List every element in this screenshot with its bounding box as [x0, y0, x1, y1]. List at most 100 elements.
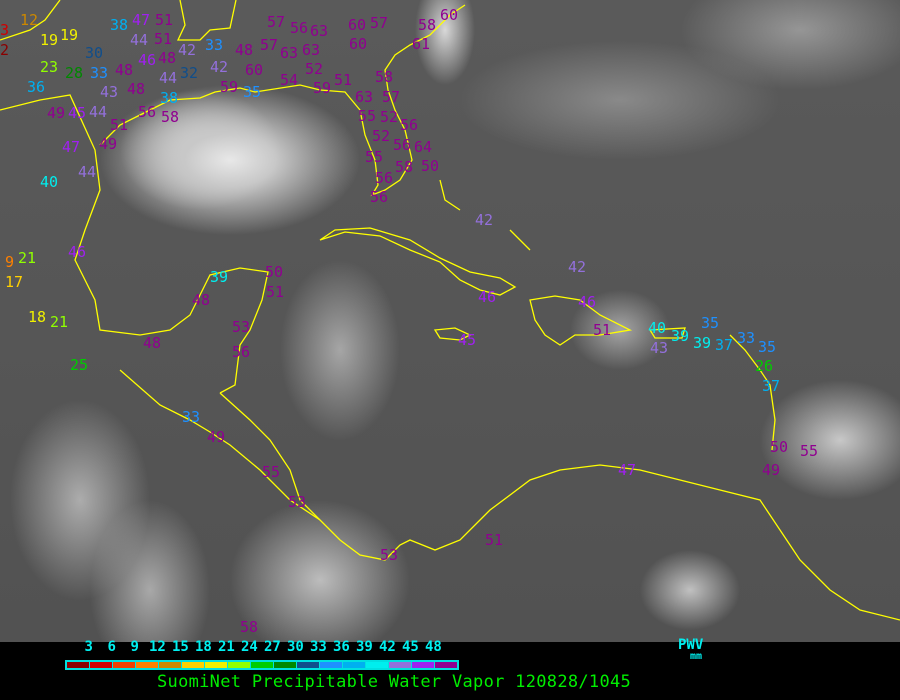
station-pwv-value: 38	[160, 89, 178, 107]
station-pwv-value: 48	[158, 49, 176, 67]
station-pwv-value: 46	[138, 51, 156, 69]
legend-swatch	[67, 662, 89, 668]
station-pwv-value: 56	[400, 116, 418, 134]
station-pwv-value: 57	[267, 13, 285, 31]
station-pwv-value: 47	[132, 11, 150, 29]
legend-tick: 39	[356, 639, 373, 655]
station-pwv-value: 51	[485, 531, 503, 549]
station-pwv-value: 56	[393, 136, 411, 154]
legend-tick: 48	[425, 639, 442, 655]
legend-tick: 9	[130, 639, 139, 655]
station-pwv-value: 46	[68, 243, 86, 261]
legend-swatch	[320, 662, 342, 668]
legend-swatch	[182, 662, 204, 668]
legend-tick: 15	[172, 639, 189, 655]
station-pwv-value: 59	[220, 78, 238, 96]
station-pwv-value: 48	[235, 41, 253, 59]
legend-swatch	[205, 662, 227, 668]
coastline	[433, 327, 472, 341]
station-pwv-value: 63	[280, 44, 298, 62]
station-pwv-value: 51	[110, 116, 128, 134]
station-pwv-value: 60	[348, 16, 366, 34]
legend-unit: mm	[690, 651, 703, 662]
legend-unit-label: PWV	[678, 637, 704, 653]
station-pwv-value: 39	[693, 334, 711, 352]
legend-tick: 21	[218, 639, 235, 655]
legend-tick: 27	[264, 639, 281, 655]
station-pwv-value: 25	[70, 356, 88, 374]
station-pwv-value: 51	[593, 321, 611, 339]
station-pwv-value: 33	[90, 64, 108, 82]
map-title: SuomiNet Precipitable Water Vapor 120828…	[157, 672, 632, 692]
legend-swatch	[228, 662, 250, 668]
coastline	[219, 392, 900, 621]
station-pwv-value: 35	[243, 83, 261, 101]
station-pwv-value: 48	[143, 334, 161, 352]
station-pwv-value: 49	[762, 461, 780, 479]
station-pwv-value: 55	[365, 148, 383, 166]
station-pwv-value: 57	[370, 14, 388, 32]
coastline	[0, 0, 61, 41]
station-pwv-value: 52	[305, 60, 323, 78]
legend-swatch	[159, 662, 181, 668]
station-pwv-value: 47	[62, 138, 80, 156]
coastline	[176, 0, 237, 41]
coastline	[648, 327, 686, 339]
station-pwv-value: 38	[110, 16, 128, 34]
legend-swatch	[412, 662, 434, 668]
coastlines	[0, 0, 900, 621]
legend-tick: 30	[287, 639, 304, 655]
station-pwv-value: 54	[280, 71, 298, 89]
station-pwv-value: 19	[60, 26, 78, 44]
legend-tick: 18	[195, 639, 212, 655]
station-pwv-value: 46	[478, 288, 496, 306]
station-pwv-value: 12	[20, 11, 38, 29]
station-pwv-value: 51	[155, 11, 173, 29]
legend-tick: 12	[149, 639, 166, 655]
station-pwv-value: 51	[334, 71, 352, 89]
station-pwv-value: 61	[412, 35, 430, 53]
station-pwv-value: 21	[50, 313, 68, 331]
station-pwv-value: 33	[737, 329, 755, 347]
legend-swatch	[113, 662, 135, 668]
legend-tick: 24	[241, 639, 258, 655]
legend-swatch	[389, 662, 411, 668]
station-pwv-value: 40	[40, 173, 58, 191]
station-pwv-value: 58	[240, 618, 258, 636]
station-pwv-value: 45	[458, 331, 476, 349]
station-pwv-value: 19	[40, 31, 58, 49]
color-legend: 3 6 9 12 15 18 21 24 27 30 33 36 39 42 45 48 PWV mm Suo…	[0, 637, 900, 700]
station-pwv-value: 56	[375, 169, 393, 187]
station-pwv-value: 36	[27, 78, 45, 96]
station-pwv-value: 60	[349, 35, 367, 53]
station-pwv-value: 44	[159, 69, 177, 87]
station-pwv-value: 42	[568, 258, 586, 276]
station-pwv-value: 52	[372, 127, 390, 145]
legend-color-bar	[65, 660, 459, 670]
station-pwv-value: 53	[232, 318, 250, 336]
station-pwv-value: 58	[418, 16, 436, 34]
station-pwv-value: 51	[154, 30, 172, 48]
station-pwv-value: 53	[288, 493, 306, 511]
coastline	[529, 295, 633, 346]
station-pwv-value: 35	[701, 314, 719, 332]
station-pwv-value: 28	[65, 64, 83, 82]
station-pwv-value: 56	[138, 103, 156, 121]
station-pwv-value: 43	[650, 339, 668, 357]
station-pwv-value: 37	[715, 336, 733, 354]
station-pwv-value: 44	[78, 163, 96, 181]
station-pwv-value: 9	[5, 253, 14, 271]
station-pwv-value: 55	[800, 442, 818, 460]
station-pwv-value: 50	[770, 438, 788, 456]
station-pwv-value: 51	[266, 283, 284, 301]
legend-swatch	[136, 662, 158, 668]
station-pwv-value: 26	[755, 357, 773, 375]
station-pwv-value: 42	[210, 58, 228, 76]
station-pwv-value: 50	[421, 157, 439, 175]
station-pwv-value: 48	[127, 80, 145, 98]
legend-swatch	[251, 662, 273, 668]
station-pwv-value: 23	[40, 58, 58, 76]
coastline	[119, 369, 321, 521]
